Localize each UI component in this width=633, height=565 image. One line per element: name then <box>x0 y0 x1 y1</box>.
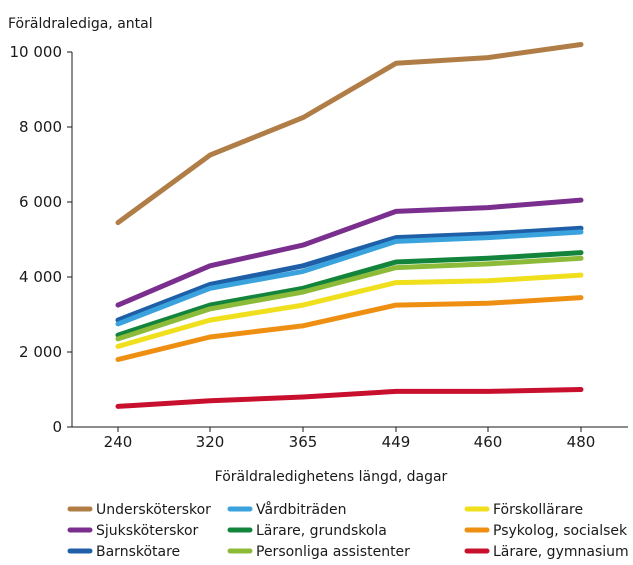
series-line <box>115 42 584 226</box>
x-axis-title: Föräldraledighetens längd, dagar <box>215 469 448 485</box>
legend-item: Undersköterskor <box>67 502 211 518</box>
legend-label: Personliga assistenter <box>256 544 410 560</box>
series-line <box>115 250 584 338</box>
legend-label: Psykolog, socialsek <box>493 523 628 539</box>
legend-item: Personliga assistenter <box>227 544 410 560</box>
legend-item: Lärare, grundskola <box>227 523 387 539</box>
legend-item: Vårdbiträden <box>227 501 346 518</box>
x-tick-label: 449 <box>382 433 411 451</box>
series-line <box>115 295 584 362</box>
series-line <box>115 255 584 342</box>
series-line <box>115 225 584 323</box>
legend-label: Undersköterskor <box>96 502 211 518</box>
y-tick-label: 4 000 <box>19 268 62 286</box>
legend-item: Lärare, gymnasium <box>464 544 629 560</box>
legend-label: Barnskötare <box>96 544 180 560</box>
x-tick-label: 460 <box>474 433 503 451</box>
series-line <box>115 272 584 349</box>
legend: Undersköterskor Sjuksköterskor Barnskötare… <box>67 501 629 560</box>
y-tick-label: 10 000 <box>10 43 63 61</box>
legend-item: Förskollärare <box>464 502 583 518</box>
series-line <box>115 387 584 409</box>
y-tick-label: 6 000 <box>19 193 62 211</box>
y-axis-title: Föräldralediga, antal <box>8 16 153 32</box>
x-tick-label: 480 <box>567 433 596 451</box>
x-tick-label: 240 <box>104 433 133 451</box>
x-tick-label: 365 <box>289 433 318 451</box>
legend-item: Psykolog, socialsek <box>464 523 628 539</box>
legend-label: Lärare, gymnasium <box>493 544 629 560</box>
legend-item: Barnskötare <box>67 544 180 560</box>
axes: 0 2 000 4 000 6 000 8 000 10 000 240 320 365 449 4… <box>10 43 628 485</box>
y-tick-label: 2 000 <box>19 343 62 361</box>
y-tick-label: 8 000 <box>19 118 62 136</box>
x-tick-label: 320 <box>196 433 225 451</box>
legend-label: Lärare, grundskola <box>256 523 387 539</box>
series-line <box>115 197 584 308</box>
series-line <box>115 229 584 327</box>
series-lines <box>115 42 584 409</box>
legend-item: Sjuksköterskor <box>67 523 199 539</box>
legend-label: Förskollärare <box>493 502 583 518</box>
legend-label: Sjuksköterskor <box>96 523 199 539</box>
legend-label: Vårdbiträden <box>256 501 346 518</box>
y-tick-label: 0 <box>52 418 62 436</box>
